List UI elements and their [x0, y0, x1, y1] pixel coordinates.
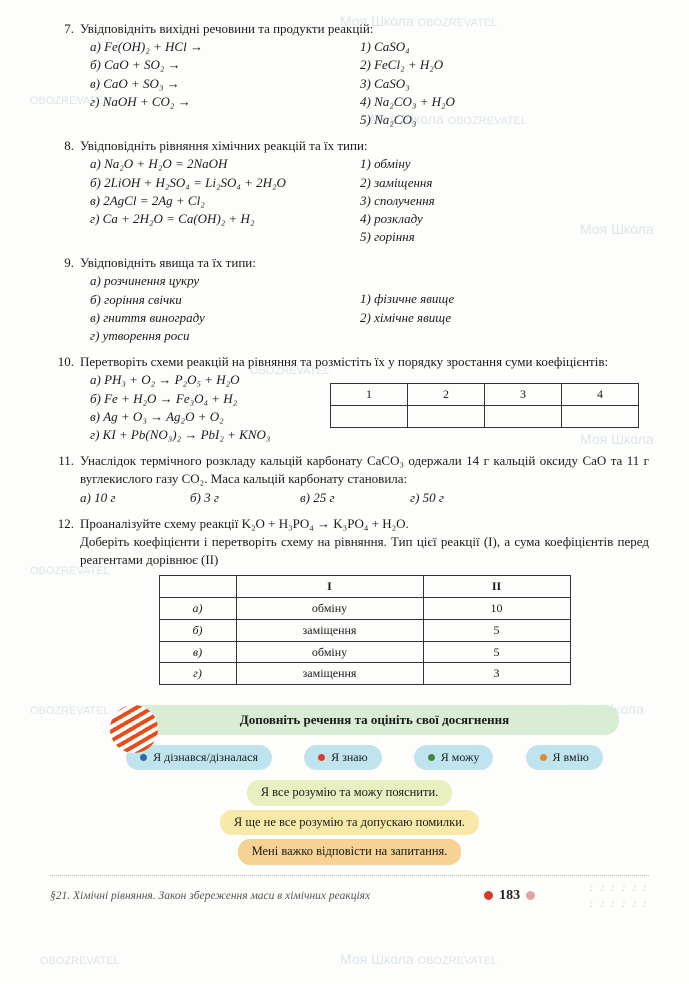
q11-opt-d: г) 50 г	[410, 489, 520, 507]
q9-left-a: а) розчинення цукру	[80, 272, 350, 290]
q11-opt-c: в) 25 г	[300, 489, 410, 507]
q8-right-5: 5) горіння	[350, 228, 649, 246]
watermark: OBOZREVATEL	[40, 950, 120, 970]
question-prompt: Увідповідніть рівняння хімічних реакцій …	[80, 137, 649, 155]
q8-left-c: в) 2AgCl = 2Ag + Cl₂	[80, 192, 350, 210]
table-cell: 10	[423, 598, 570, 620]
question-number: 12.	[50, 515, 80, 696]
question-11: 11. Унаслідок термічного розкладу кальці…	[50, 452, 649, 507]
table-cell: 3	[423, 663, 570, 685]
q7-right-4: 4) Na₂CO₃ + H₂O	[350, 93, 649, 111]
q7-right-5: 5) Na₂CO₃	[350, 111, 649, 129]
question-number: 11.	[50, 452, 80, 507]
chapter-title: §21. Хімічні рівняння. Закон збереження …	[50, 888, 370, 904]
table-cell: заміщення	[236, 663, 423, 685]
question-9: 9. Увідповідніть явища та їх типи: а) ро…	[50, 254, 649, 345]
table-header: I	[236, 576, 423, 598]
table-cell: в)	[159, 641, 236, 663]
chip-label: Я знаю	[331, 749, 367, 766]
q12-line2: Доберіть коефіцієнти і перетворіть схему…	[80, 533, 649, 569]
watermark: Моя Школа OBOZREVATEL	[340, 950, 497, 970]
table-cell: б)	[159, 619, 236, 641]
page-number: 183	[499, 886, 520, 906]
question-12: 12. Проаналізуйте схему реакції K₂O + H₃…	[50, 515, 649, 696]
q8-left-d: г) Ca + 2H₂O = Ca(OH)₂ + H₂	[80, 210, 350, 228]
table-cell: г)	[159, 663, 236, 685]
table-cell: 5	[423, 619, 570, 641]
q10-answer-table: 1 2 3 4	[330, 383, 639, 428]
q9-left-b: б) горіння свічки	[80, 291, 350, 309]
q10-opt-b: б) Fe + H₂O → Fe₃O₄ + H₂	[80, 390, 330, 408]
q9-left-d: г) утворення роси	[80, 327, 350, 345]
q8-left-b: б) 2LiOH + H₂SO₄ = Li₂SO₄ + 2H₂O	[80, 174, 350, 192]
q7-right-3: 3) CaSO₃	[350, 75, 649, 93]
chip-label: Я можу	[441, 749, 480, 766]
question-7: 7. Увідповідніть вихідні речовини та про…	[50, 20, 649, 129]
chip-learned: Я дізнався/дізналася	[126, 745, 272, 770]
dot-icon	[140, 754, 147, 761]
table-cell: 5	[423, 641, 570, 663]
question-10: 10. Перетворіть схеми реакцій на рівнянн…	[50, 353, 649, 444]
dot-icon	[428, 754, 435, 761]
q12-table: I II а) обміну 10 б) заміщення 5 в) обмі…	[159, 575, 571, 685]
q7-right-1: 1) CaSO₄	[350, 38, 649, 56]
dot-icon	[540, 754, 547, 761]
q9-right-2: 2) хімічне явище	[350, 309, 649, 327]
table-header	[159, 576, 236, 598]
question-number: 9.	[50, 254, 80, 345]
q11-opt-a: а) 10 г	[80, 489, 190, 507]
chip-row: Я дізнався/дізналася Я знаю Я можу Я вмі…	[110, 745, 619, 770]
question-prompt: Увідповідніть явища та їх типи:	[80, 254, 649, 272]
q12-line1: Проаналізуйте схему реакції K₂O + H₃PO₄ …	[80, 515, 649, 533]
q7-left-b: б) CaO + SO₂ →	[80, 56, 350, 74]
bullet-icon	[526, 891, 535, 900]
question-prompt: Увідповідніть вихідні речовини та продук…	[80, 20, 649, 38]
table-cell: обміну	[236, 641, 423, 663]
q8-right-4: 4) розкладу	[350, 210, 649, 228]
q11-opt-b: б) 3 г	[190, 489, 300, 507]
chip-able: Я вмію	[526, 745, 603, 770]
table-cell: обміну	[236, 598, 423, 620]
bar-difficult: Мені важко відповісти на запитання.	[238, 839, 462, 865]
q9-left-c: в) гниття винограду	[80, 309, 350, 327]
question-prompt: Перетворіть схеми реакцій на рівняння та…	[80, 353, 649, 371]
wave-icon	[110, 705, 158, 753]
q10-opt-d: г) KI + Pb(NO₃)₂ → PbI₂ + KNO₃	[80, 426, 330, 444]
q7-left-c: в) CaO + SO₃ →	[80, 75, 350, 93]
table-header: 4	[562, 384, 639, 406]
q7-left-d: г) NaOH + CO₂ →	[80, 93, 350, 111]
question-8: 8. Увідповідніть рівняння хімічних реакц…	[50, 137, 649, 246]
bar-understand-all: Я все розумію та можу пояснити.	[247, 780, 453, 806]
section-banner: Доповніть речення та оцініть свої досягн…	[130, 705, 619, 735]
q8-right-3: 3) сполучення	[350, 192, 649, 210]
question-number: 10.	[50, 353, 80, 444]
q10-opt-a: а) PH₃ + O₂ → P₂O₅ + H₂O	[80, 371, 330, 389]
dots-decoration: : : : : : :: : : : : :	[535, 880, 649, 912]
question-text: Унаслідок термічного розкладу кальцій ка…	[80, 452, 649, 488]
chip-know: Я знаю	[304, 745, 381, 770]
q9-right-1: 1) фізичне явище	[350, 290, 649, 308]
q10-opt-c: в) Ag + O₃ → Ag₂O + O₂	[80, 408, 330, 426]
chip-can: Я можу	[414, 745, 494, 770]
table-header: II	[423, 576, 570, 598]
table-cell: заміщення	[236, 619, 423, 641]
chip-label: Я вмію	[553, 749, 589, 766]
page-footer: §21. Хімічні рівняння. Закон збереження …	[50, 875, 649, 912]
chip-label: Я дізнався/дізналася	[153, 749, 258, 766]
question-number: 8.	[50, 137, 80, 246]
q7-right-2: 2) FeCl₂ + H₂O	[350, 56, 649, 74]
textbook-page: Моя Школа OBOZREVATEL OBOZREVATEL Моя Шк…	[0, 0, 689, 984]
table-header: 2	[408, 384, 485, 406]
q7-left-a: а) Fe(OH)₂ + HCl →	[80, 38, 350, 56]
table-header: 1	[331, 384, 408, 406]
bullet-icon	[484, 891, 493, 900]
table-cell: а)	[159, 598, 236, 620]
q8-right-2: 2) заміщення	[350, 174, 649, 192]
question-number: 7.	[50, 20, 80, 129]
dot-icon	[318, 754, 325, 761]
q8-left-a: а) Na₂O + H₂O = 2NaOH	[80, 155, 350, 173]
bar-partial: Я ще не все розумію та допускаю помилки.	[220, 810, 479, 836]
table-header: 3	[485, 384, 562, 406]
q8-right-1: 1) обміну	[350, 155, 649, 173]
